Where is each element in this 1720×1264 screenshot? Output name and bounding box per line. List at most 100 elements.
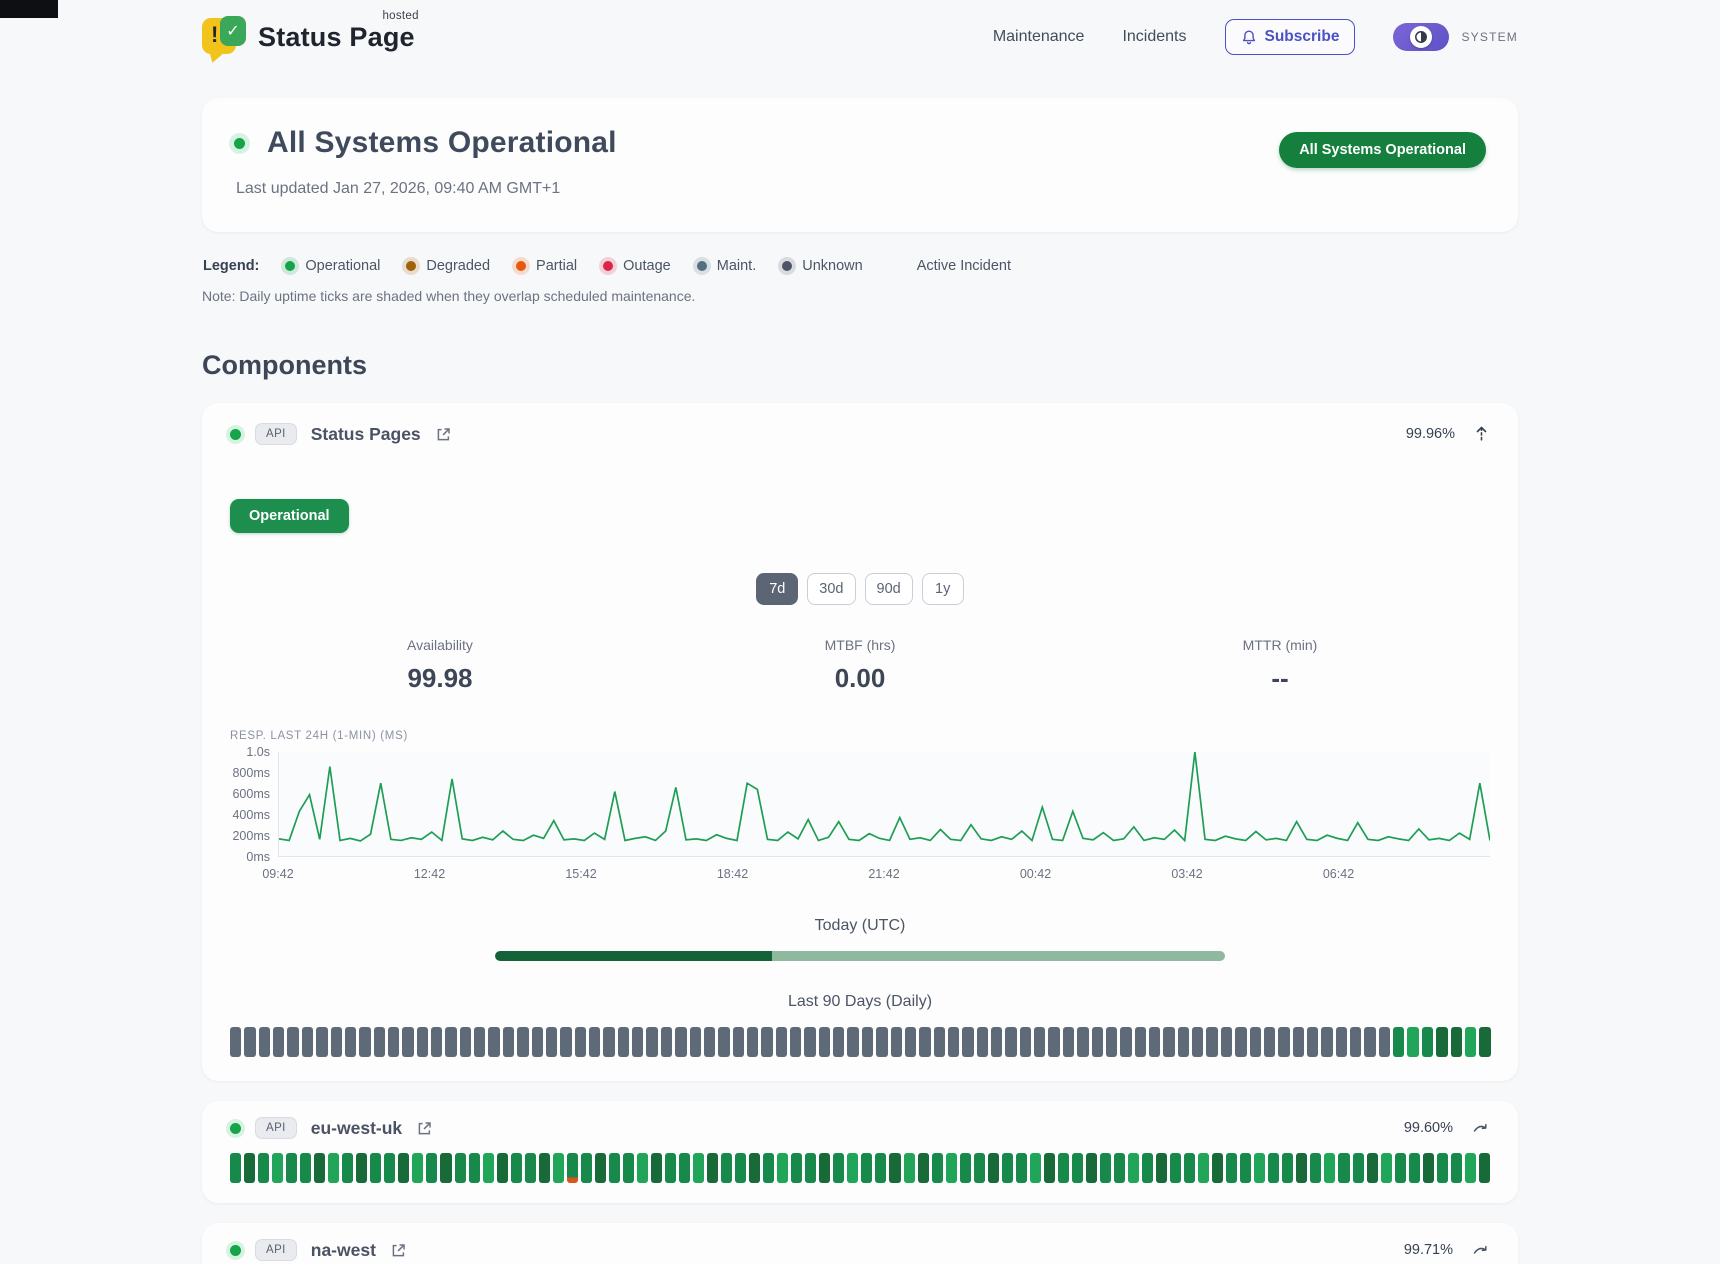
subscribe-button[interactable]: Subscribe: [1224, 19, 1356, 55]
uptime-tick[interactable]: [287, 1027, 299, 1057]
uptime-tick[interactable]: [1422, 1153, 1434, 1183]
expand-component-button[interactable]: [1471, 1121, 1490, 1135]
uptime-tick[interactable]: [1142, 1153, 1154, 1183]
uptime-tick[interactable]: [650, 1153, 662, 1183]
uptime-tick[interactable]: [1062, 1027, 1075, 1057]
uptime-tick[interactable]: [330, 1027, 342, 1057]
uptime-tick[interactable]: [588, 1027, 601, 1057]
uptime-tick[interactable]: [1478, 1153, 1490, 1183]
uptime-tick[interactable]: [1306, 1027, 1319, 1057]
uptime-tick[interactable]: [1254, 1153, 1266, 1183]
uptime-tick[interactable]: [819, 1153, 831, 1183]
uptime-tick[interactable]: [230, 1153, 242, 1183]
uptime-tick[interactable]: [1235, 1027, 1247, 1057]
uptime-tick[interactable]: [1192, 1027, 1204, 1057]
uptime-tick[interactable]: [732, 1027, 744, 1057]
uptime-tick[interactable]: [1378, 1027, 1391, 1057]
uptime-tick[interactable]: [679, 1153, 691, 1183]
uptime-tick[interactable]: [889, 1153, 901, 1183]
uptime-tick[interactable]: [707, 1153, 719, 1183]
uptime-tick[interactable]: [1120, 1027, 1132, 1057]
uptime-tick[interactable]: [775, 1027, 788, 1057]
uptime-tick[interactable]: [1436, 1153, 1448, 1183]
uptime-tick[interactable]: [314, 1153, 326, 1183]
uptime-tick[interactable]: [1408, 1153, 1420, 1183]
uptime-tick[interactable]: [1226, 1153, 1238, 1183]
uptime-tick[interactable]: [1015, 1153, 1027, 1183]
uptime-tick[interactable]: [1464, 1153, 1476, 1183]
uptime-tick[interactable]: [1350, 1027, 1362, 1057]
uptime-tick[interactable]: [1105, 1027, 1118, 1057]
uptime-tick[interactable]: [636, 1153, 648, 1183]
uptime-tick[interactable]: [664, 1153, 676, 1183]
uptime-tick[interactable]: [917, 1153, 929, 1183]
uptime-tick[interactable]: [1278, 1027, 1290, 1057]
uptime-tick[interactable]: [903, 1153, 915, 1183]
uptime-tick[interactable]: [387, 1027, 400, 1057]
uptime-tick[interactable]: [675, 1027, 687, 1057]
uptime-tick[interactable]: [632, 1027, 644, 1057]
uptime-tick[interactable]: [474, 1027, 486, 1057]
range-button-90d[interactable]: 90d: [864, 573, 913, 605]
uptime-tick[interactable]: [1163, 1027, 1175, 1057]
uptime-tick[interactable]: [1034, 1027, 1046, 1057]
uptime-tick[interactable]: [689, 1027, 701, 1057]
uptime-tick[interactable]: [1001, 1153, 1013, 1183]
uptime-tick[interactable]: [286, 1153, 298, 1183]
uptime-tick[interactable]: [945, 1153, 957, 1183]
uptime-tick[interactable]: [412, 1153, 424, 1183]
uptime-tick[interactable]: [861, 1153, 873, 1183]
uptime-tick[interactable]: [230, 1027, 242, 1057]
uptime-tick[interactable]: [531, 1027, 543, 1057]
uptime-tick[interactable]: [1479, 1027, 1491, 1057]
uptime-tick[interactable]: [1321, 1027, 1333, 1057]
uptime-tick[interactable]: [904, 1027, 917, 1057]
uptime-tick[interactable]: [502, 1027, 515, 1057]
uptime-tick[interactable]: [574, 1027, 586, 1057]
uptime-tick[interactable]: [933, 1027, 945, 1057]
uptime-tick[interactable]: [833, 1153, 845, 1183]
uptime-tick[interactable]: [258, 1153, 270, 1183]
uptime-tick[interactable]: [560, 1027, 572, 1057]
uptime-tick[interactable]: [1464, 1027, 1477, 1057]
uptime-tick[interactable]: [328, 1153, 340, 1183]
uptime-tick[interactable]: [580, 1153, 592, 1183]
uptime-tick[interactable]: [973, 1153, 985, 1183]
uptime-tick[interactable]: [1184, 1153, 1196, 1183]
uptime-tick[interactable]: [1048, 1027, 1060, 1057]
uptime-tick[interactable]: [847, 1153, 859, 1183]
uptime-tick[interactable]: [373, 1027, 385, 1057]
uptime-tick[interactable]: [1149, 1027, 1161, 1057]
uptime-tick[interactable]: [617, 1027, 630, 1057]
uptime-tick[interactable]: [919, 1027, 931, 1057]
uptime-tick[interactable]: [416, 1027, 429, 1057]
expand-component-button[interactable]: [1471, 1243, 1490, 1257]
uptime-tick[interactable]: [1393, 1027, 1405, 1057]
uptime-tick[interactable]: [459, 1027, 472, 1057]
uptime-tick[interactable]: [833, 1027, 845, 1057]
uptime-tick[interactable]: [1177, 1027, 1190, 1057]
uptime-tick[interactable]: [622, 1153, 634, 1183]
uptime-tick[interactable]: [545, 1027, 558, 1057]
uptime-tick[interactable]: [316, 1027, 328, 1057]
uptime-tick[interactable]: [594, 1153, 606, 1183]
collapse-component-button[interactable]: [1473, 424, 1490, 445]
uptime-tick[interactable]: [244, 1027, 256, 1057]
uptime-tick[interactable]: [552, 1153, 564, 1183]
uptime-tick[interactable]: [718, 1027, 730, 1057]
uptime-tick[interactable]: [746, 1027, 759, 1057]
uptime-tick[interactable]: [1170, 1153, 1182, 1183]
uptime-tick[interactable]: [398, 1153, 410, 1183]
uptime-tick[interactable]: [1263, 1027, 1276, 1057]
uptime-tick[interactable]: [370, 1153, 382, 1183]
logo[interactable]: ! ✓ Status Page hosted: [202, 10, 419, 58]
uptime-tick[interactable]: [646, 1027, 658, 1057]
uptime-tick[interactable]: [517, 1027, 529, 1057]
uptime-tick[interactable]: [875, 1153, 887, 1183]
uptime-tick[interactable]: [749, 1153, 761, 1183]
uptime-tick[interactable]: [273, 1027, 285, 1057]
uptime-tick[interactable]: [608, 1153, 620, 1183]
uptime-tick[interactable]: [1268, 1153, 1280, 1183]
uptime-tick[interactable]: [1057, 1153, 1069, 1183]
uptime-tick[interactable]: [1394, 1153, 1406, 1183]
